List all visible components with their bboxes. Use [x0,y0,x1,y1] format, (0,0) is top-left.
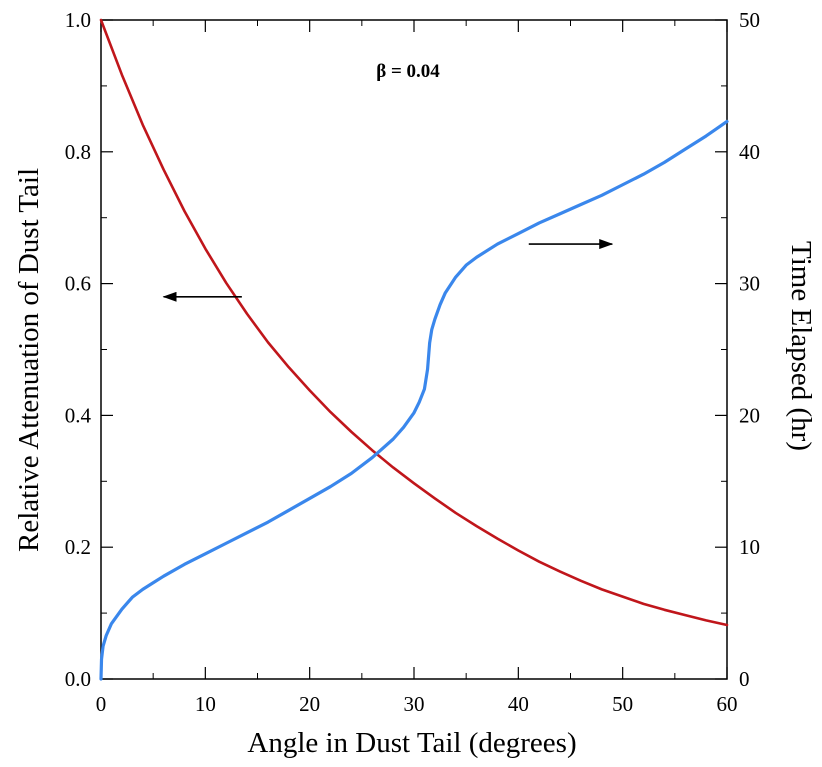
y-right-tick-label: 30 [739,272,760,296]
y-left-axis-title: Relative Attenuation of Dust Tail [13,168,45,552]
x-tick-label: 0 [96,692,107,716]
axis-pointer-arrows [162,239,614,302]
x-tick-label: 20 [299,692,320,716]
y-right-tick-label: 40 [739,140,760,164]
series-lines [99,18,729,681]
y-right-tick-label: 0 [739,667,750,691]
y-left-tick-label: 0.6 [65,272,91,296]
y-left-tick-label: 1.0 [65,8,91,32]
y-right-axis-title: Time Elapsed (hr) [785,241,817,451]
y-right-tick-label: 20 [739,403,760,427]
y-left-tick-label: 0.2 [65,535,91,559]
y-left-tick-label: 0.8 [65,140,91,164]
y-right-tick-label: 50 [739,8,760,32]
x-tick-label: 60 [717,692,738,716]
x-tick-label: 50 [612,692,633,716]
attenuation-line [99,18,729,627]
y-left-tick-label: 0.4 [65,403,92,427]
y-right-tick-label: 10 [739,535,760,559]
x-tick-label: 30 [404,692,425,716]
x-tick-label: 40 [508,692,529,716]
y-left-tick-label: 0.0 [65,667,91,691]
plot-area-frame [100,19,728,680]
beta-annotation: β = 0.04 [376,61,440,82]
x-axis-title: Angle in Dust Tail (degrees) [247,727,576,759]
tick-labels: 0 10 20 30 40 50 60 0.0 0.2 0.4 0.6 0.8 1.0 0 10 20 30 40… [65,8,760,716]
axis-ticks [100,19,728,680]
time-elapsed-line [99,119,729,681]
x-tick-label: 10 [195,692,216,716]
